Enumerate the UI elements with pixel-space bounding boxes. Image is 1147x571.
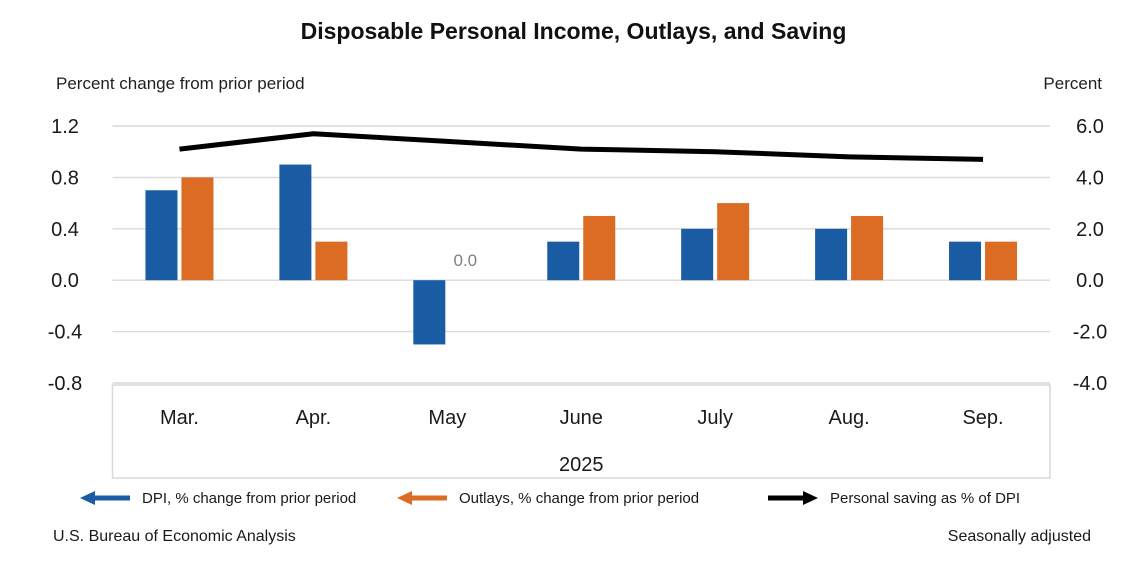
right-axis-tick-label: 6.0 xyxy=(1076,116,1104,138)
saving-rate-line xyxy=(179,131,984,162)
left-axis-tick-label: 0.0 xyxy=(51,270,79,292)
source-text: U.S. Bureau of Economic Analysis xyxy=(53,528,296,545)
saving-right-arrow-shape xyxy=(768,491,818,505)
bar-dpi-apr xyxy=(279,164,312,281)
month-label-sep: Sep. xyxy=(962,407,1003,429)
left-axis-tick-label: -0.4 xyxy=(48,322,82,344)
right-axis-tick-label: 2.0 xyxy=(1076,219,1104,241)
legend-label-outlays: Outlays, % change from prior period xyxy=(459,489,700,507)
chart-legend: DPI, % change from prior period Outlays,… xyxy=(0,486,1147,510)
bar-outlays-aug xyxy=(851,215,884,281)
month-label-aug: Aug. xyxy=(829,407,870,429)
bar-outlays-mar xyxy=(181,177,214,281)
legend-item-dpi: DPI, % change from prior period xyxy=(80,486,356,510)
month-label-mar: Mar. xyxy=(160,407,199,429)
legend-label-saving: Personal saving as % of DPI xyxy=(830,489,1021,507)
month-label-june: June xyxy=(560,407,603,429)
left-axis-title: Percent change from prior period xyxy=(56,74,305,93)
xaxis-frame xyxy=(111,384,1051,479)
legend-item-saving: Personal saving as % of DPI xyxy=(768,486,1020,510)
right-axis-tick-label: -4.0 xyxy=(1073,373,1107,395)
dpi-left-arrow-shape xyxy=(80,491,130,505)
bar-outlays-sep xyxy=(985,241,1018,281)
bar-dpi-may xyxy=(413,280,446,345)
dpi-left-arrow-icon xyxy=(80,491,130,505)
legend-label-dpi: DPI, % change from prior period xyxy=(142,489,357,507)
bar-outlays-june xyxy=(583,215,616,281)
legend-item-outlays: Outlays, % change from prior period xyxy=(397,486,699,510)
left-axis-tick-label: 1.2 xyxy=(51,116,79,138)
month-label-july: July xyxy=(697,407,733,429)
right-axis-tick-label: -2.0 xyxy=(1073,322,1107,344)
bar-dpi-sep xyxy=(949,241,982,281)
bar-dpi-june xyxy=(547,241,580,281)
right-axis-tick-label: 0.0 xyxy=(1076,270,1104,292)
outlays-left-arrow-icon xyxy=(397,491,447,505)
zero-value-annotation: 0.0 xyxy=(454,251,478,270)
right-axis-title: Percent xyxy=(1043,74,1102,93)
bar-outlays-july xyxy=(717,203,750,281)
year-label: 2025 xyxy=(559,454,604,476)
note-text: Seasonally adjusted xyxy=(947,528,1091,545)
bar-dpi-july xyxy=(681,228,714,281)
left-axis-tick-label: 0.8 xyxy=(51,167,79,189)
left-axis-tick-label: 0.4 xyxy=(51,219,79,241)
right-axis-tick-label: 4.0 xyxy=(1076,167,1104,189)
bar-outlays-apr xyxy=(315,241,348,281)
outlays-left-arrow-shape xyxy=(397,491,447,505)
bar-dpi-aug xyxy=(815,228,848,281)
left-axis-tick-label: -0.8 xyxy=(48,373,82,395)
bar-dpi-mar xyxy=(145,190,178,281)
month-label-may: May xyxy=(428,407,466,429)
saving-right-arrow-icon xyxy=(768,491,818,505)
month-label-apr: Apr. xyxy=(296,407,332,429)
page-title: Disposable Personal Income, Outlays, and… xyxy=(300,18,847,44)
